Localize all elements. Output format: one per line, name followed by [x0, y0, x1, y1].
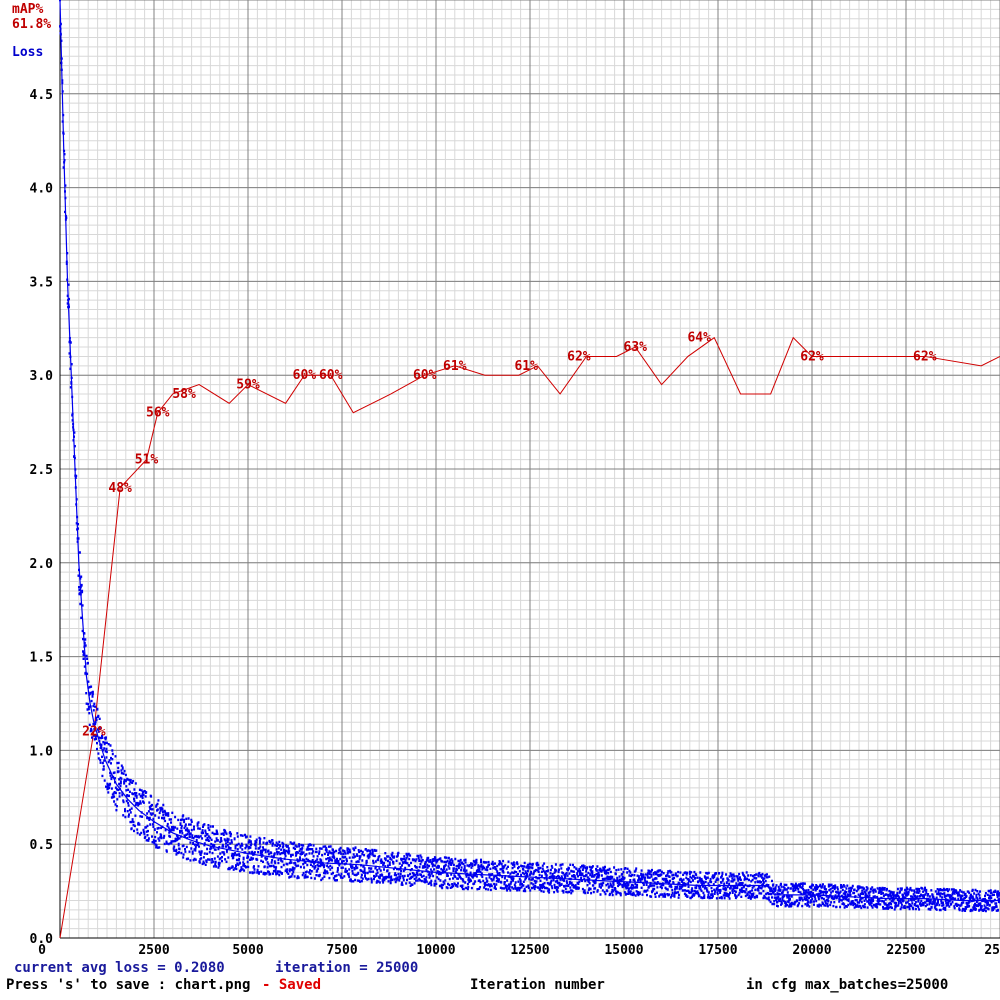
y-tick-label: 2.0: [30, 557, 54, 572]
loss-series: [59, 0, 1000, 913]
max-batches-text: in cfg max_batches=25000: [746, 977, 949, 993]
legend-map-label: mAP%: [12, 2, 43, 17]
map-data-label: 59%: [236, 378, 260, 393]
current-loss-text: current avg loss = 0.2080: [14, 960, 225, 976]
map-data-label: 56%: [146, 406, 170, 421]
x-tick-label: 5000: [232, 943, 263, 958]
legend-map-value: 61.8%: [12, 17, 51, 32]
map-series: [59, 336, 1000, 939]
y-tick-label: 3.5: [30, 275, 53, 290]
loss-points: [59, 0, 1000, 913]
y-tick-label: 2.5: [30, 463, 53, 478]
tick-labels: 0.0 0.5 1.0 1.5 2.0 2.5 3.0 3.5 4.0 4.5 0 2500 5000 7…: [30, 88, 1000, 958]
map-data-label: 51%: [135, 453, 159, 468]
x-tick-label: 20000: [792, 943, 831, 958]
x-tick-label: 15000: [604, 943, 643, 958]
y-tick-label: 4.0: [30, 182, 54, 197]
x-tick-label: 25: [984, 943, 1000, 958]
y-tick-label: 0.0: [30, 932, 54, 947]
x-tick-label: 0: [38, 943, 46, 958]
map-data-label: 62%: [800, 349, 824, 364]
map-data-label: 63%: [624, 340, 648, 355]
legend-loss-label: Loss: [12, 45, 43, 60]
map-data-label: 62%: [913, 349, 937, 364]
iteration-text: iteration = 25000: [275, 960, 419, 976]
y-tick-label: 3.0: [30, 369, 54, 384]
y-tick-label: 4.5: [30, 88, 53, 103]
major-grid: [59, 0, 1000, 939]
loss-line: [59, 0, 1000, 902]
map-data-label: 60%: [293, 368, 317, 383]
map-data-label: 48%: [108, 481, 132, 496]
y-tick-label: 1.0: [30, 744, 54, 759]
x-tick-label: 17500: [698, 943, 737, 958]
map-data-label: 60%: [319, 368, 343, 383]
map-data-label: 61%: [514, 359, 538, 374]
x-tick-label: 2500: [138, 943, 169, 958]
map-data-label: 64%: [687, 331, 711, 346]
y-tick-label: 0.5: [30, 838, 53, 853]
map-data-label: 60%: [413, 368, 437, 383]
saved-text: - Saved: [262, 977, 322, 993]
x-axis-label: Iteration number: [470, 977, 605, 993]
map-data-label: 62%: [567, 349, 591, 364]
x-tick-label: 7500: [326, 943, 357, 958]
x-tick-label: 10000: [416, 943, 455, 958]
map-data-labels: 22%48%51%56%58%59%60% 60% 60%61% 61%62%63%6…: [82, 331, 937, 740]
y-tick-label: 1.5: [30, 651, 53, 666]
axes: [59, 0, 1000, 939]
map-line: [59, 336, 1000, 939]
x-tick-label: 12500: [510, 943, 549, 958]
map-data-label: 58%: [172, 387, 196, 402]
x-tick-label: 22500: [886, 943, 925, 958]
map-data-label: 22%: [82, 725, 106, 740]
save-hint-text: Press 's' to save : chart.png: [6, 977, 251, 993]
legend: mAP% 61.8% Loss: [12, 2, 51, 60]
map-data-label: 61%: [443, 359, 467, 374]
